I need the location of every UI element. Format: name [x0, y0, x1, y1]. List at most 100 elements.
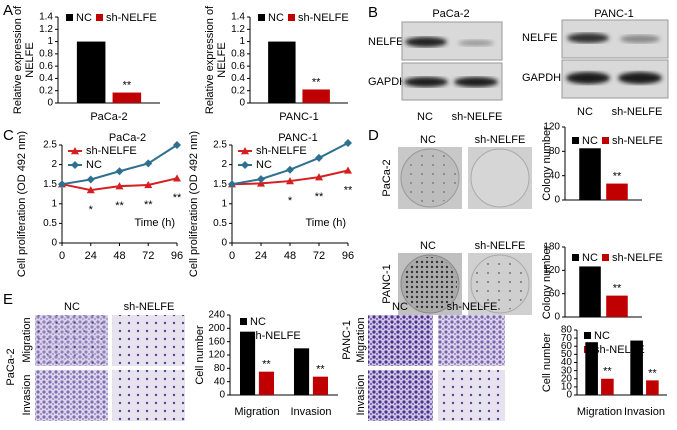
significance-label: ** — [312, 76, 321, 88]
bar — [646, 380, 659, 395]
transwell-column-label: NC — [392, 301, 408, 313]
blot-band — [566, 72, 610, 84]
legend-label: NC — [76, 12, 92, 24]
bar — [606, 183, 628, 200]
x-tick-label: 0 — [229, 250, 235, 262]
bar — [258, 371, 275, 395]
x-axis-label: Time (h) — [134, 217, 175, 229]
significance-label: ** — [315, 191, 324, 203]
y-axis-label: NELFE — [216, 42, 228, 77]
transwell-image — [368, 370, 433, 421]
y-axis-label: Colony number — [541, 244, 553, 319]
y-tick-label: 40 — [214, 376, 226, 387]
legend-marker — [71, 147, 79, 155]
legend-swatch — [584, 332, 591, 339]
marker — [144, 180, 153, 189]
x-tick-label: 48 — [113, 250, 125, 262]
x-tick-label: 24 — [255, 250, 267, 262]
x-tick-label: 48 — [284, 250, 296, 262]
blot-band — [620, 35, 660, 43]
blot-lane-label: sh-NELFE — [452, 111, 503, 123]
blot-row-label: NELFE — [368, 36, 403, 48]
panel-letter: A — [3, 2, 13, 19]
x-tick-label: 96 — [342, 250, 354, 262]
bar — [601, 378, 614, 395]
y-tick-label: 60 — [549, 288, 561, 299]
y-tick-label: 2 — [51, 159, 57, 170]
y-tick-label: 1.2 — [231, 24, 245, 35]
y-tick-label: 10 — [561, 382, 573, 393]
blot-band — [567, 33, 609, 43]
legend-marker — [241, 161, 249, 169]
bar — [302, 89, 330, 103]
bar — [293, 348, 310, 395]
colony-column-label: sh-NELFE — [475, 240, 526, 252]
significance-label: ** — [648, 367, 657, 379]
legend-label: sh-NELFE — [612, 252, 663, 264]
y-tick-label: 2 — [221, 159, 227, 170]
legend-swatch — [572, 254, 579, 261]
y-tick-label: 1 — [239, 36, 245, 47]
y-tick-label: 0 — [221, 238, 227, 249]
marker — [286, 165, 294, 174]
y-tick-label: 1.5 — [43, 179, 57, 190]
chart-title: PaCa-2 — [109, 132, 146, 144]
colony-dots — [403, 257, 457, 311]
marker — [286, 177, 294, 185]
marker — [344, 139, 352, 148]
legend-swatch — [288, 14, 295, 21]
x-tick-label: PaCa-2 — [90, 111, 127, 123]
significance-label: ** — [613, 283, 622, 295]
blot-row-label: NELFE — [522, 32, 557, 44]
y-tick-label: 1.2 — [39, 24, 53, 35]
bar — [579, 148, 601, 200]
blot-paca2: PaCa-2 NELFE GAPDH NC sh-NELFE — [368, 8, 503, 123]
blot-lane-label: NC — [577, 106, 593, 118]
y-tick-label: 0 — [554, 312, 560, 323]
colony-images: NC sh-NELFE PaCa-2 NC sh-NELFE PANC-1 — [381, 134, 532, 315]
y-axis-label: Cell number — [541, 333, 553, 393]
significance-label: ** — [613, 170, 622, 182]
y-tick-label: 0.4 — [231, 73, 245, 84]
significance-label: ** — [115, 200, 124, 212]
bar — [585, 342, 598, 395]
x-tick-label: PANC-1 — [279, 111, 319, 123]
marker — [315, 153, 323, 162]
y-tick-label: 20 — [561, 373, 573, 384]
y-tick-label: 1 — [51, 198, 57, 209]
y-tick-label: 1.4 — [231, 12, 245, 23]
transwell-column-label: sh-NELFE — [447, 301, 498, 313]
blot-band — [458, 40, 494, 46]
significance-label: ** — [316, 364, 325, 376]
transwell-image — [35, 315, 108, 366]
y-axis-label: Relative expression of — [12, 5, 24, 114]
y-tick-label: 2.5 — [43, 140, 57, 151]
chart-title: PANC-1 — [278, 132, 318, 144]
y-tick-label: 30 — [561, 365, 573, 376]
colony-column-label: NC — [420, 134, 436, 146]
y-tick-label: 0 — [51, 238, 57, 249]
y-tick-label: 120 — [543, 122, 560, 133]
transwell-column-label: NC — [64, 301, 80, 313]
y-tick-label: 120 — [543, 265, 560, 276]
x-tick-label: Invasion — [624, 406, 665, 418]
colony-plate — [470, 148, 530, 208]
y-tick-label: 0 — [554, 195, 560, 206]
legend-label: sh-NELFE — [106, 12, 157, 24]
significance-label: ** — [173, 192, 182, 204]
legend-swatch — [602, 137, 609, 144]
y-tick-label: 70 — [561, 333, 573, 344]
transwell-image — [438, 315, 505, 366]
bar — [239, 331, 256, 395]
y-tick-label: 50 — [561, 349, 573, 360]
x-tick-label: 0 — [59, 250, 65, 262]
colony-row-label: PANC-1 — [381, 264, 393, 304]
transwell-row-label: Migration — [21, 317, 33, 362]
legend-swatch — [240, 318, 247, 325]
legend-label: NC — [594, 330, 610, 342]
significance-label: * — [89, 204, 94, 216]
blot-band — [618, 72, 662, 84]
x-tick-label: 24 — [85, 250, 97, 262]
legend-label: NC — [86, 159, 102, 171]
y-tick-label: 0 — [566, 390, 572, 401]
